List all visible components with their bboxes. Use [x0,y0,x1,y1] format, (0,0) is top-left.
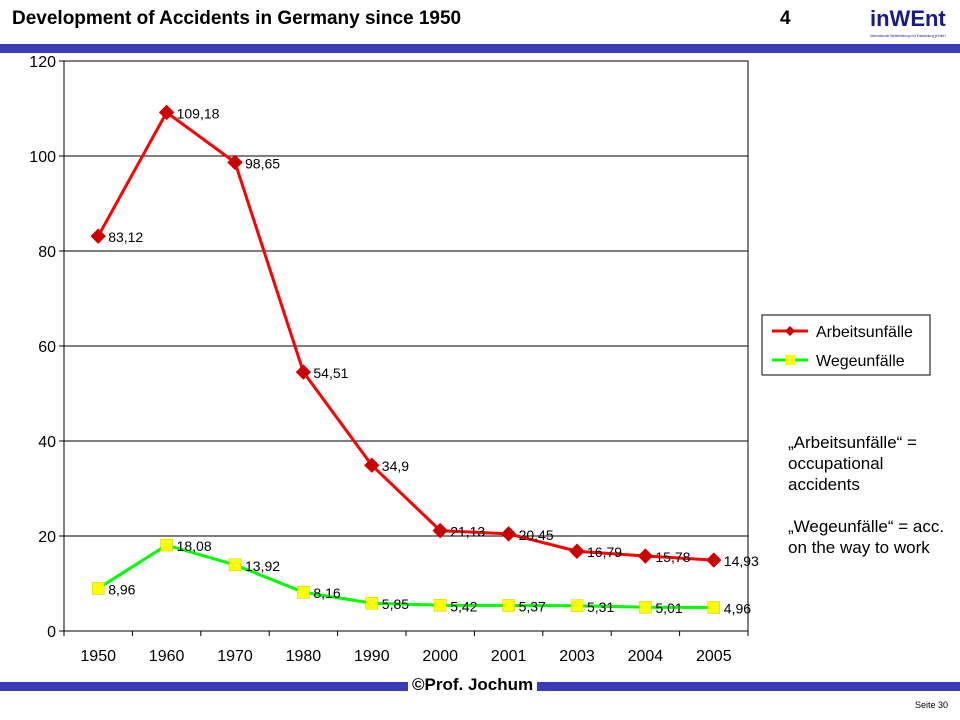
data-label: 98,65 [245,155,280,171]
data-label: 16,79 [587,544,622,560]
data-point-wegeunfaelle [707,601,721,614]
inwent-logo: inWEnt Internationale Weiterbildung und … [870,6,946,38]
legend-marker [785,326,795,336]
x-tick-label: 2004 [628,648,664,665]
data-label: 13,92 [245,558,280,574]
data-label: 5,31 [587,599,614,615]
data-point-wegeunfaelle [91,582,105,595]
y-tick-label: 60 [38,339,56,356]
footer-author: ©Prof. Jochum [408,675,538,695]
data-label: 83,12 [108,229,143,245]
y-tick-label: 100 [29,149,56,166]
data-point-wegeunfaelle [297,585,310,599]
page-number: Seite 30 [914,700,948,710]
data-label: 5,85 [382,596,409,612]
data-point-arbeitsunfaelle [227,154,243,171]
accident-line-chart: 0 20 40 60 80 100 120 1950 1960 1970 1980 1990 2000 2… [29,54,931,665]
x-tick-label: 1970 [217,648,253,665]
data-point-arbeitsunfaelle [637,548,654,564]
x-tick-label: 1950 [80,648,116,665]
y-tick-label: 40 [38,434,56,451]
legend-marker [785,355,795,365]
x-tick-label: 2005 [696,648,732,665]
data-label: 34,9 [382,458,409,474]
data-label: 14,93 [724,553,759,569]
data-label: 21,13 [450,524,485,540]
legend-label: Arbeitsunfälle [816,324,913,341]
header-bar [0,44,960,53]
data-point-wegeunfaelle [160,538,173,552]
slide-number: 4 [780,8,791,29]
x-tick-label: 1990 [354,648,390,665]
y-tick-label: 20 [38,529,56,546]
data-point-wegeunfaelle [639,600,652,614]
data-point-arbeitsunfaelle [158,104,175,121]
data-label: 4,96 [724,600,751,616]
note-occupational: „Arbeitsunfälle“ = occupational accident… [788,433,917,494]
note-commuting: „Wegeunfälle“ = acc. on the way to work [788,517,945,557]
data-label: 8,96 [108,581,135,597]
data-label: 20,45 [519,527,554,543]
x-tick-label: 1980 [286,648,322,665]
y-tick-label: 120 [29,54,56,71]
data-label: 5,37 [519,598,546,614]
legend-label: Wegeunfälle [816,353,905,370]
data-label: 109,18 [177,105,220,121]
logo-subtext: Internationale Weiterbildung und Entwick… [870,34,946,38]
logo-text: inWEnt [870,6,946,31]
x-tick-label: 2003 [559,648,595,665]
data-point-arbeitsunfaelle [500,526,517,542]
data-point-arbeitsunfaelle [295,364,312,380]
page-title: Development of Accidents in Germany sinc… [12,8,462,29]
data-label: 5,42 [450,598,477,614]
data-label: 5,01 [655,600,682,616]
data-point-arbeitsunfaelle [364,457,380,473]
data-point-wegeunfaelle [570,599,584,613]
data-point-wegeunfaelle [228,558,242,572]
data-point-arbeitsunfaelle [569,543,585,559]
y-tick-label: 0 [47,624,56,641]
data-label: 8,16 [313,585,340,601]
data-point-arbeitsunfaelle [706,552,722,568]
data-label: 18,08 [177,538,212,554]
series-line-0 [96,110,714,562]
data-point-arbeitsunfaelle [432,522,448,539]
data-label: 15,78 [655,549,690,565]
data-point-wegeunfaelle [502,599,515,612]
data-label: 54,51 [313,365,348,381]
data-point-wegeunfaelle [433,599,447,612]
series-line-1 [97,543,714,609]
data-point-wegeunfaelle [365,596,379,610]
x-tick-label: 2001 [491,648,527,665]
x-tick-label: 1960 [149,648,185,665]
y-tick-label: 80 [38,244,56,261]
data-point-arbeitsunfaelle [90,228,106,244]
x-tick-label: 2000 [422,648,458,665]
